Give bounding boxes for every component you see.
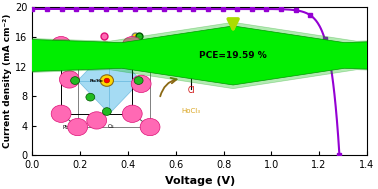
Y-axis label: Current density (mA cm⁻²): Current density (mA cm⁻²) — [3, 14, 12, 149]
Text: HoCl₃: HoCl₃ — [182, 108, 201, 114]
Polygon shape — [0, 22, 378, 89]
Text: Cl: Cl — [194, 46, 202, 55]
X-axis label: Voltage (V): Voltage (V) — [164, 176, 235, 186]
Polygon shape — [0, 26, 378, 85]
Text: Cl: Cl — [211, 58, 218, 67]
Text: Cl: Cl — [187, 86, 195, 95]
Text: PCE=19.59 %: PCE=19.59 % — [199, 51, 267, 60]
Text: Ho: Ho — [185, 65, 197, 74]
